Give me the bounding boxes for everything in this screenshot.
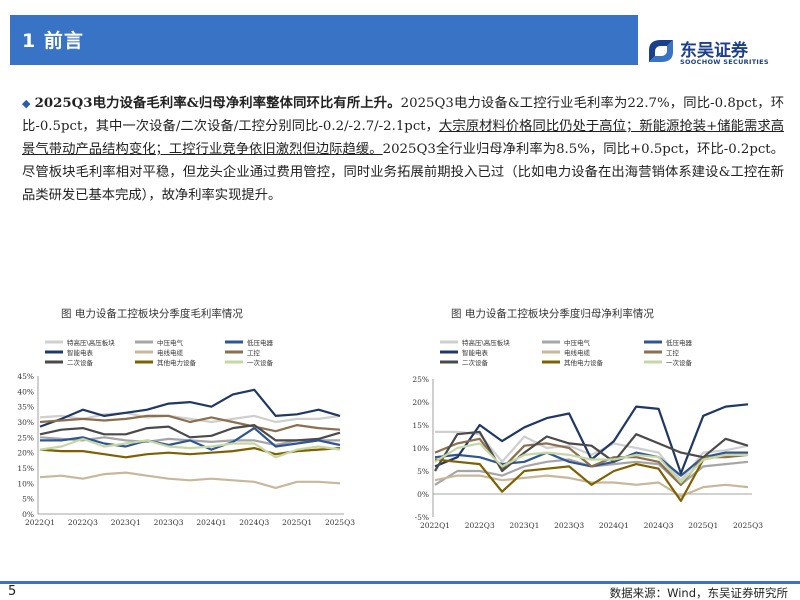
summary-text-1: 2025Q3电力设备&工控行业毛利率为22.7%，同比-0.8pct，环比-0.… bbox=[22, 96, 784, 134]
y-tick-0-3: 15% bbox=[17, 464, 34, 473]
x-tick-0-3: 2023Q3 bbox=[154, 518, 184, 527]
header-bar bbox=[10, 15, 638, 65]
x-tick-0-0: 2022Q1 bbox=[25, 518, 55, 527]
legend-label-1-6: 二次设备 bbox=[462, 358, 489, 367]
x-tick-0-1: 2022Q3 bbox=[68, 518, 98, 527]
series-line-0-电线电缆 bbox=[39, 471, 341, 489]
logo-mark-icon bbox=[649, 40, 673, 62]
page-number: 5 bbox=[8, 584, 17, 599]
series-line-0-一次设备 bbox=[39, 437, 341, 459]
legend-label-0-2: 低压电器 bbox=[247, 338, 274, 347]
series-line-1-一次设备 bbox=[434, 442, 748, 484]
net-margin-chart-title: 图 电力设备工控板块分季度归母净利率情况 bbox=[451, 308, 654, 320]
x-tick-0-5: 2024Q3 bbox=[239, 518, 269, 527]
net-margin-chart: 特高压\高压板块 中压电气 低压电器智能电表 电线电缆 工控二次设备 其他电力设备 一次设备… bbox=[390, 330, 790, 530]
x-tick-1-3: 2023Q3 bbox=[554, 521, 584, 530]
legend-label-0-0: 特高压\高压板块 bbox=[67, 338, 115, 347]
legend-label-0-8: 一次设备 bbox=[247, 358, 274, 367]
data-source: 数据来源：Wind，东吴证券研究所 bbox=[609, 586, 788, 600]
y-tick-1-6: 25% bbox=[412, 375, 429, 384]
footer-divider bbox=[0, 581, 800, 584]
legend-label-0-4: 电线电缆 bbox=[157, 348, 184, 357]
legend-label-0-5: 工控 bbox=[247, 348, 261, 357]
y-tick-1-0: -5% bbox=[415, 513, 429, 522]
x-tick-1-1: 2022Q3 bbox=[465, 521, 495, 530]
legend-label-0-1: 中压电气 bbox=[157, 338, 184, 347]
summary-underlined-text: 大宗原材料价格同比仍处于高位；新能源抢装+储能需求高景气带动产品结构变化；工控行… bbox=[22, 119, 785, 157]
legend-label-0-7: 其他电力设备 bbox=[157, 358, 197, 367]
bullet-diamond-icon: ◆ bbox=[22, 97, 31, 110]
series-line-0-低压电器 bbox=[40, 426, 341, 451]
x-tick-1-5: 2024Q3 bbox=[644, 521, 674, 530]
logo-name-en: SOOCHOW SECURITIES bbox=[680, 58, 769, 66]
legend-label-1-2: 低压电器 bbox=[666, 338, 693, 347]
legend-label-0-6: 二次设备 bbox=[67, 358, 94, 367]
series-line-1-二次设备 bbox=[434, 430, 749, 473]
y-tick-0-4: 20% bbox=[17, 449, 34, 458]
series-line-0-特高压-高压板块 bbox=[39, 411, 341, 424]
legend-label-1-1: 中压电气 bbox=[564, 338, 591, 347]
series-line-1-其他电力设备 bbox=[434, 453, 748, 502]
y-tick-0-1: 5% bbox=[22, 495, 34, 504]
series-line-1-电线电缆 bbox=[434, 474, 749, 498]
page-title: 1 前言 bbox=[22, 30, 84, 52]
summary-headline: 2025Q3电力设备毛利率&归母净利率整体同环比有所上升。 bbox=[34, 96, 401, 111]
x-tick-1-4: 2024Q1 bbox=[599, 521, 629, 530]
y-tick-0-8: 40% bbox=[17, 387, 34, 396]
summary-paragraph: ◆ 2025Q3电力设备毛利率&归母净利率整体同环比有所上升。2025Q3电力设备… bbox=[22, 92, 784, 207]
y-tick-0-2: 10% bbox=[17, 479, 34, 488]
legend-label-0-3: 智能电表 bbox=[67, 348, 94, 357]
x-tick-1-7: 2025Q3 bbox=[733, 521, 763, 530]
gross-margin-chart: 特高压\高压板块 中压电气 低压电器智能电表 电线电缆 工控二次设备 其他电力设备 一次设备… bbox=[5, 330, 370, 530]
legend-label-1-4: 电线电缆 bbox=[564, 348, 591, 357]
x-tick-1-6: 2025Q1 bbox=[688, 521, 718, 530]
y-tick-1-5: 20% bbox=[412, 398, 429, 407]
series-line-0-二次设备 bbox=[39, 423, 341, 442]
x-tick-0-4: 2024Q1 bbox=[196, 518, 226, 527]
y-tick-1-3: 10% bbox=[412, 444, 429, 453]
series-line-0-智能电表 bbox=[39, 388, 341, 428]
x-tick-0-7: 2025Q3 bbox=[325, 518, 355, 527]
y-tick-0-0: 0% bbox=[22, 510, 34, 519]
logo-name-cn: 东吴证券 bbox=[680, 41, 748, 61]
y-tick-1-2: 5% bbox=[417, 467, 429, 476]
x-tick-1-0: 2022Q1 bbox=[420, 521, 450, 530]
legend-label-1-8: 一次设备 bbox=[666, 358, 693, 367]
y-tick-1-1: 0% bbox=[417, 490, 429, 499]
series-line-0-工控 bbox=[39, 414, 341, 433]
legend-label-1-3: 智能电表 bbox=[462, 348, 489, 357]
company-logo: 东吴证券 SOOCHOW SECURITIES bbox=[645, 36, 795, 70]
x-tick-0-2: 2023Q1 bbox=[111, 518, 141, 527]
x-tick-1-2: 2023Q1 bbox=[509, 521, 539, 530]
y-tick-0-5: 25% bbox=[17, 433, 34, 442]
legend-label-1-7: 其他电力设备 bbox=[564, 358, 604, 367]
y-tick-0-9: 45% bbox=[17, 372, 34, 381]
x-tick-0-6: 2025Q1 bbox=[282, 518, 312, 527]
y-tick-0-7: 35% bbox=[17, 403, 34, 412]
gross-margin-chart-title: 图 电力设备工控板块分季度毛利率情况 bbox=[61, 308, 243, 320]
legend-label-1-5: 工控 bbox=[666, 348, 680, 357]
y-tick-0-6: 30% bbox=[17, 418, 34, 427]
y-tick-1-4: 15% bbox=[412, 421, 429, 430]
summary-text-2: 2025Q3全行业归母净利率为8.5%，同比+0.5pct，环比-0.2pct。… bbox=[22, 142, 785, 203]
legend-label-1-0: 特高压\高压板块 bbox=[462, 338, 510, 347]
